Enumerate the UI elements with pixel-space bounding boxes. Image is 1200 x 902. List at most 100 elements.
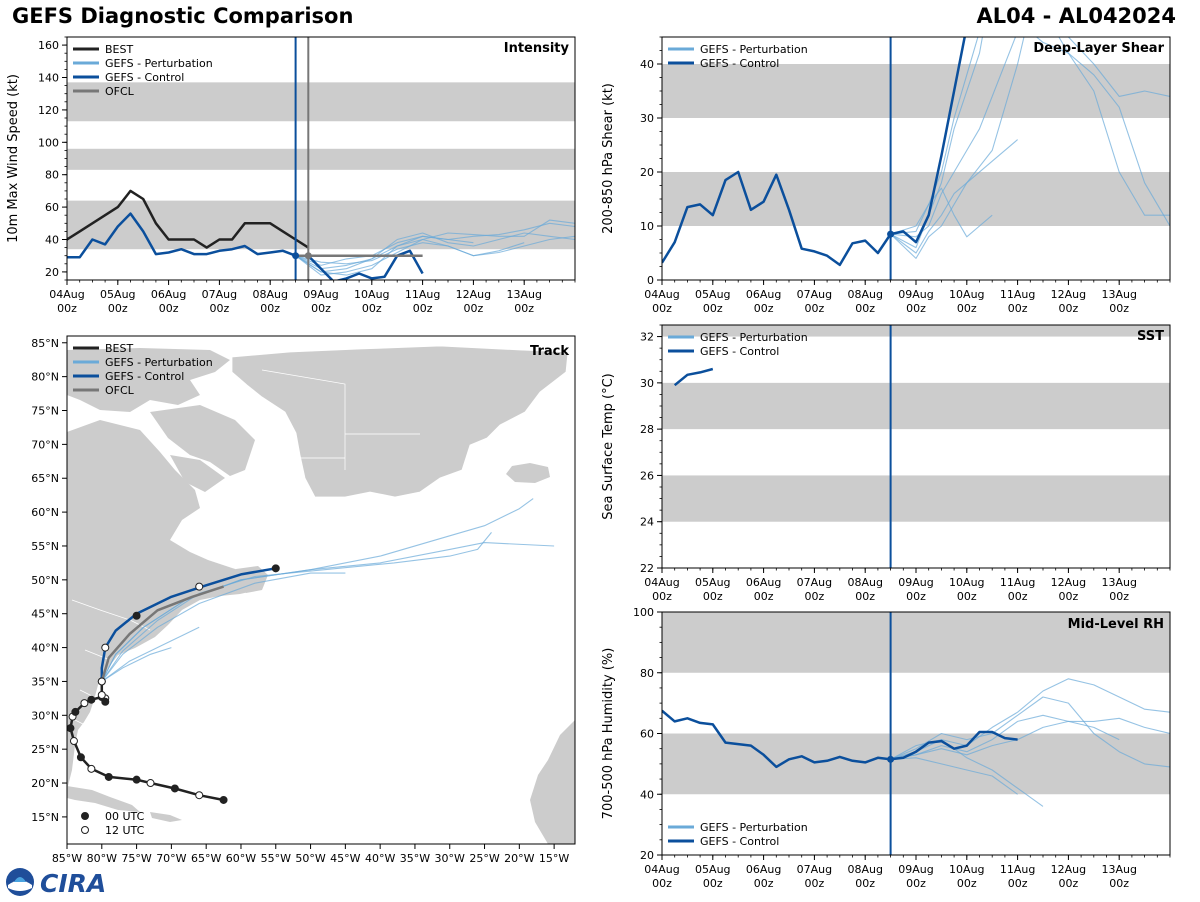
track-title: Track — [530, 344, 569, 359]
shear-legend-label: GEFS - Perturbation — [700, 43, 808, 56]
rh-ytick-label: 60 — [640, 728, 654, 741]
rh-xtick-date: 05Aug — [695, 863, 730, 876]
sst-ytick-label: 28 — [640, 423, 654, 436]
track-ytick-label: 20°N — [31, 777, 59, 790]
intensity-xtick-hour: 00z — [159, 302, 179, 315]
intensity-xtick-hour: 00z — [514, 302, 534, 315]
rh-xtick-hour: 00z — [703, 877, 723, 890]
intensity-xtick-hour: 00z — [362, 302, 382, 315]
track-line-pert-3 — [101, 572, 346, 682]
shear-line-control-6 — [662, 37, 966, 267]
track-xtick-label: 35°W — [400, 852, 430, 865]
rh-xtick-hour: 00z — [1109, 877, 1129, 890]
marker-legend-label: 12 UTC — [105, 824, 145, 837]
rh-xtick-date: 04Aug — [644, 863, 679, 876]
track-legend-label: GEFS - Control — [105, 370, 184, 383]
storm-id: AL04 - AL042024 — [976, 4, 1177, 28]
track-ytick-label: 50°N — [31, 574, 59, 587]
track-xtick-label: 50°W — [295, 852, 325, 865]
track-point — [271, 564, 280, 573]
sst-xtick-date: 12Aug — [1051, 576, 1086, 589]
sst-series — [673, 367, 714, 387]
sst-band-2 — [662, 325, 1170, 337]
track-point — [132, 611, 141, 620]
best-track-point — [219, 795, 228, 804]
intensity-xtick-hour: 00z — [260, 302, 280, 315]
shear-xtick-date: 11Aug — [1000, 288, 1035, 301]
intensity-band-2 — [67, 82, 575, 122]
best-track-point — [87, 764, 96, 773]
shear-ylabel: 200-850 hPa Shear (kt) — [601, 83, 616, 234]
intensity-xtick-date: 04Aug — [49, 288, 84, 301]
intensity-xtick-hour: 00z — [311, 302, 331, 315]
track-line-pert-4 — [101, 626, 200, 682]
sst-xtick-date: 08Aug — [847, 576, 882, 589]
sst-ytick-label: 26 — [640, 469, 654, 482]
sst-xtick-date: 06Aug — [746, 576, 781, 589]
sst-xtick-hour: 00z — [906, 590, 926, 603]
shear-ytick-label: 20 — [640, 166, 654, 179]
track-legend-label: BEST — [105, 342, 133, 355]
track-xtick-label: 55°W — [261, 852, 291, 865]
rh-xtick-date: 12Aug — [1051, 863, 1086, 876]
shear-band-1 — [662, 64, 1170, 118]
track-ytick-label: 45°N — [31, 608, 59, 621]
rh-xtick-hour: 00z — [754, 877, 774, 890]
intensity-init-dot — [292, 252, 300, 260]
shear-xtick-hour: 00z — [855, 302, 875, 315]
intensity-ytick-label: 60 — [45, 201, 59, 214]
best-track-point — [67, 724, 75, 733]
intensity-ytick-label: 160 — [38, 39, 59, 52]
intensity-xtick-date: 07Aug — [202, 288, 237, 301]
shear-xtick-date: 05Aug — [695, 288, 730, 301]
rh-legend-label: GEFS - Perturbation — [700, 821, 808, 834]
rh-band-1 — [662, 612, 1170, 673]
rh-legend-label: GEFS - Control — [700, 835, 779, 848]
rh-xtick-hour: 00z — [1008, 877, 1028, 890]
track-point — [101, 643, 110, 652]
shear-line-pert-4 — [890, 37, 1025, 259]
sst-xtick-hour: 00z — [703, 590, 723, 603]
shear-ytick-label: 10 — [640, 220, 654, 233]
shear-ytick-label: 0 — [647, 274, 654, 287]
track-ytick-label: 55°N — [31, 540, 59, 553]
rh-ytick-label: 80 — [640, 667, 654, 680]
shear-xtick-date: 08Aug — [847, 288, 882, 301]
track-xtick-label: 85°W — [52, 852, 82, 865]
noaa-logo-icon: CIRA — [6, 868, 106, 898]
track-ytick-label: 75°N — [31, 405, 59, 418]
track-ytick-label: 35°N — [31, 675, 59, 688]
rh-series — [662, 678, 1170, 807]
track-legend-label: OFCL — [105, 384, 135, 397]
sst-band-0 — [662, 475, 1170, 522]
marker-legend-label: 00 UTC — [105, 810, 145, 823]
intensity-line-pert-3 — [295, 238, 525, 276]
marker-legend-symbol — [81, 826, 89, 834]
rh-xtick-hour: 00z — [906, 877, 926, 890]
shear-xtick-date: 09Aug — [898, 288, 933, 301]
track-ytick-label: 60°N — [31, 506, 59, 519]
rh-init-dot — [887, 755, 895, 763]
track-point — [195, 582, 204, 591]
sst-ytick-label: 24 — [640, 516, 654, 529]
rh-line-pert-1 — [890, 696, 1170, 768]
intensity-xtick-hour: 00z — [108, 302, 128, 315]
shear-xtick-hour: 00z — [754, 302, 774, 315]
rh-xtick-date: 10Aug — [949, 863, 984, 876]
intensity-band-1 — [67, 148, 575, 170]
best-track-point — [97, 690, 106, 699]
rh-ytick-label: 100 — [633, 606, 654, 619]
shear-xtick-date: 06Aug — [746, 288, 781, 301]
page-title: GEFS Diagnostic Comparison — [12, 4, 354, 28]
shear-line-pert-5 — [890, 187, 993, 238]
intensity-xtick-hour: 00z — [464, 302, 484, 315]
shear-init-dot — [887, 230, 895, 238]
panel-sst: 22242628303204Aug00z05Aug00z06Aug00z07Au… — [601, 324, 1171, 603]
track-xtick-label: 75°W — [121, 852, 151, 865]
intensity-ylabel: 10m Max Wind Speed (kt) — [6, 74, 21, 243]
shear-xtick-hour: 00z — [1059, 302, 1079, 315]
